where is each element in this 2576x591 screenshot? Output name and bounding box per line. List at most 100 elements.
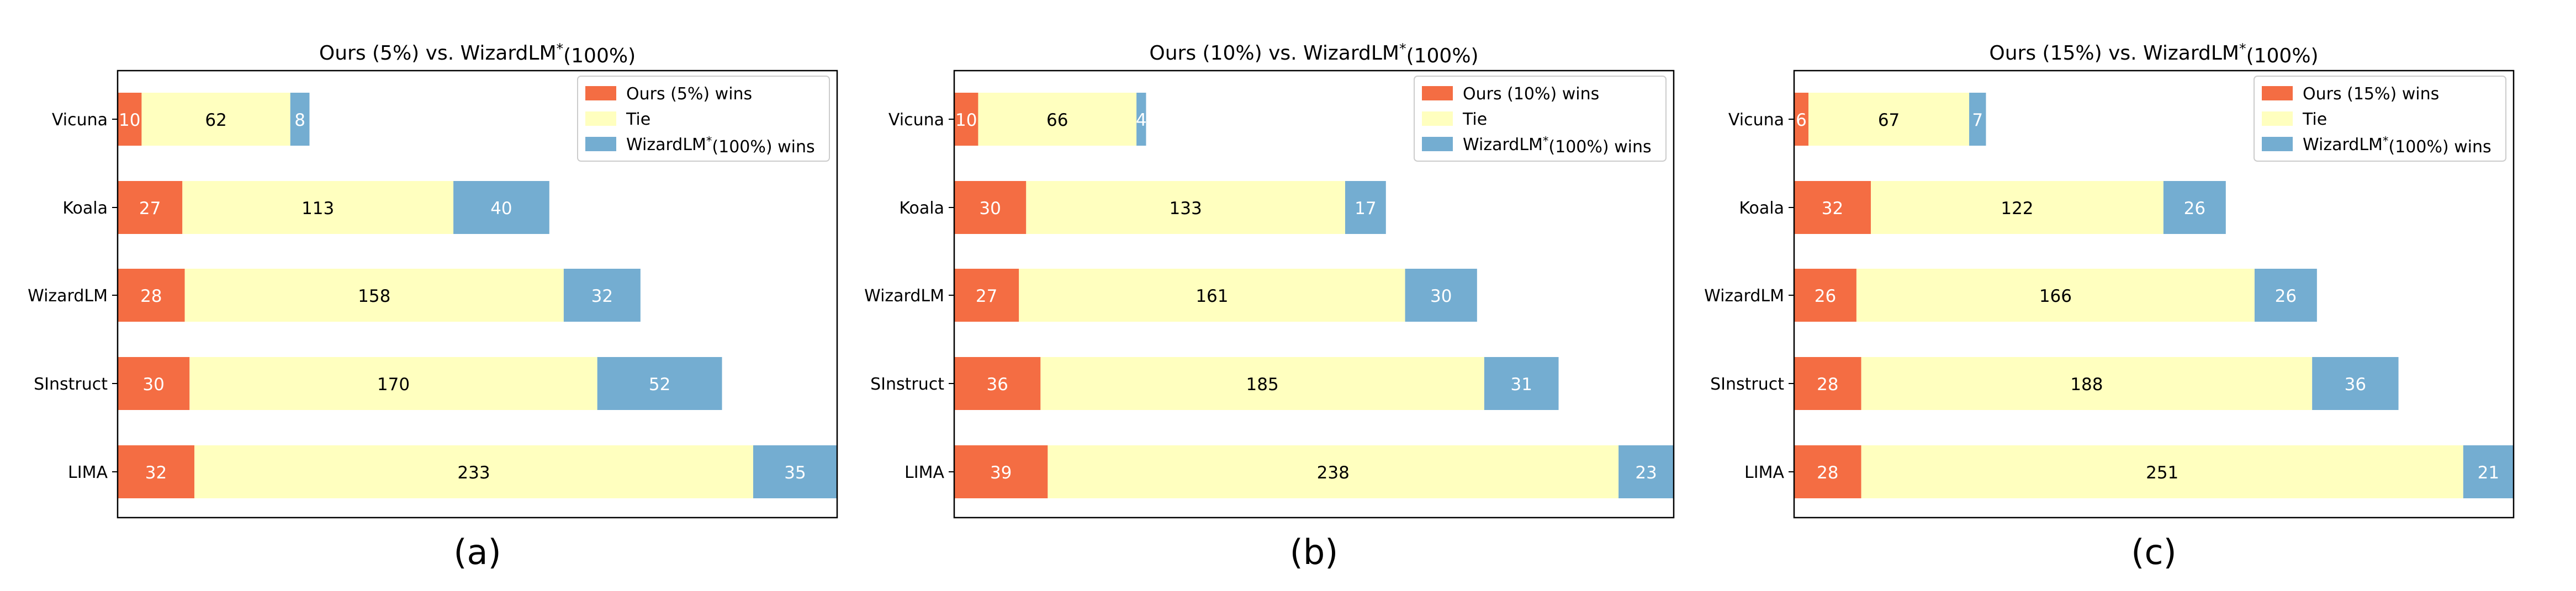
panel-2-legend-box — [1414, 76, 1667, 162]
panel-1-bar-wizardlm-series-1 — [118, 269, 185, 322]
panel-3-legend-label-3: WizardLM*(100%) wins — [2303, 135, 2492, 157]
panel-2-ytick-label-koala: Koala — [899, 199, 944, 218]
panel-1-data-label-wizardlm-series-2: 158 — [358, 286, 390, 306]
panel-1-ytick-label-wizardlm: WizardLM — [28, 286, 108, 306]
panel-2-ytick-label-wizardlm: WizardLM — [864, 286, 944, 306]
panel-3-bar-sinstruct-series-1 — [1794, 357, 1861, 410]
panel-3-data-label-sinstruct-series-3: 36 — [2345, 375, 2366, 395]
panel-3-data-label-vicuna-series-1: 6 — [1796, 110, 1807, 130]
panel-3-legend-swatch-2 — [2262, 111, 2293, 126]
panel-3-data-label-wizardlm-series-1: 26 — [1815, 286, 1836, 306]
panel-3-bar-wizardlm-series-2 — [1856, 269, 2255, 322]
panel-2-bar-koala-series-3 — [1345, 181, 1386, 234]
panel-2-data-label-koala-series-3: 17 — [1355, 199, 1376, 219]
panel-3-ytick-label-koala: Koala — [1739, 199, 1784, 218]
panel-2-data-label-vicuna-series-2: 66 — [1046, 110, 1068, 130]
panel-2-axes-frame — [953, 70, 1675, 519]
panel-3-bar-vicuna-series-3 — [1969, 93, 1986, 146]
panel-1-bar-sinstruct-series-2 — [189, 357, 597, 410]
panel-3-bar-lima-series-1 — [1794, 445, 1861, 498]
panel-2-bar-vicuna-series-2 — [978, 93, 1137, 146]
panel-3-data-label-vicuna-series-3: 7 — [1972, 110, 1983, 130]
panel-2-data-label-sinstruct-series-1: 36 — [986, 375, 1008, 395]
panel-1-data-label-koala-series-1: 27 — [139, 199, 161, 219]
panel-1-data-label-lima-series-1: 32 — [145, 463, 167, 483]
panel-2-data-label-sinstruct-series-2: 185 — [1246, 375, 1279, 395]
panel-1-bar-sinstruct-series-3 — [597, 357, 722, 410]
panel-3-bar-sinstruct-series-2 — [1861, 357, 2313, 410]
panel-1-bar-lima-series-1 — [118, 445, 194, 498]
panel-3-ytick-label-sinstruct: SInstruct — [1710, 375, 1784, 394]
panel-2-caption: (b) — [1290, 532, 1339, 572]
panel-2-legend-label-3: WizardLM*(100%) wins — [1463, 135, 1652, 157]
panel-2-data-label-vicuna-series-3: 4 — [1136, 110, 1147, 130]
panel-1-legend-label-2: Tie — [626, 110, 650, 129]
panel-3-bar-sinstruct-series-3 — [2312, 357, 2399, 410]
panel-2-legend-swatch-2 — [1422, 111, 1453, 126]
panel-2-data-label-lima-series-2: 238 — [1317, 463, 1350, 483]
panel-2-bar-sinstruct-series-3 — [1484, 357, 1559, 410]
panel-3-bar-vicuna-series-1 — [1794, 93, 1809, 146]
panel-2-bar-lima-series-1 — [954, 445, 1048, 498]
panel-1-bar-sinstruct-series-1 — [118, 357, 190, 410]
panel-3-bar-koala-series-2 — [1870, 181, 2164, 234]
panel-1-ytick-label-sinstruct: SInstruct — [34, 375, 108, 394]
panel-1-data-label-sinstruct-series-3: 52 — [649, 375, 670, 395]
panel-2-bar-vicuna-series-1 — [954, 93, 978, 146]
panel-3-bar-wizardlm-series-1 — [1794, 269, 1856, 322]
panel-3-bar-wizardlm-series-3 — [2254, 269, 2317, 322]
panel-2-bar-wizardlm-series-3 — [1405, 269, 1477, 322]
panel-2-bar-wizardlm-series-2 — [1019, 269, 1405, 322]
panel-1-data-label-vicuna-series-3: 8 — [294, 110, 305, 130]
panel-1-bar-lima-series-3 — [753, 445, 837, 498]
panel-3-bar-koala-series-1 — [1794, 181, 1871, 234]
panel-1-bar-wizardlm-series-2 — [184, 269, 564, 322]
panel-3-data-label-lima-series-3: 21 — [2478, 463, 2499, 483]
panel-1-bar-wizardlm-series-3 — [563, 269, 641, 322]
panel-1-data-label-vicuna-series-1: 10 — [119, 110, 140, 130]
panel-3-bar-lima-series-2 — [1861, 445, 2463, 498]
panel-2-ytick-label-lima: LIMA — [904, 463, 944, 482]
panel-1-legend-swatch-2 — [585, 111, 616, 126]
panel-2-data-label-sinstruct-series-3: 31 — [1510, 375, 1532, 395]
panel-1-bar-lima-series-2 — [194, 445, 753, 498]
panel-3-legend-label-1: Ours (15%) wins — [2303, 84, 2439, 104]
panel-2-legend-label-1: Ours (10%) wins — [1463, 84, 1599, 104]
panel-2-data-label-lima-series-1: 39 — [990, 463, 1012, 483]
panel-2-legend-swatch-1 — [1422, 86, 1453, 100]
panel-3-legend-swatch-1 — [2262, 86, 2293, 100]
panel-1-legend-label-1: Ours (5%) wins — [626, 84, 752, 104]
panel-2-bar-wizardlm-series-1 — [954, 269, 1019, 322]
panel-3-ytick-label-wizardlm: WizardLM — [1704, 286, 1784, 306]
panel-1-axes-frame — [117, 70, 838, 519]
panel-3-ytick-label-vicuna: Vicuna — [1728, 110, 1784, 130]
panel-1-title: Ours (5%) vs. WizardLM*(100%) — [319, 41, 636, 67]
panel-3-data-label-wizardlm-series-3: 26 — [2275, 286, 2297, 306]
panel-1-data-label-lima-series-3: 35 — [784, 463, 806, 483]
panel-2-bar-koala-series-1 — [954, 181, 1027, 234]
panel-3-title: Ours (15%) vs. WizardLM*(100%) — [1989, 41, 2318, 67]
panel-2-data-label-koala-series-1: 30 — [979, 199, 1001, 219]
panel-3-bar-lima-series-3 — [2463, 445, 2514, 498]
panel-2-legend-swatch-3 — [1422, 137, 1453, 151]
panel-3-bar-vicuna-series-2 — [1808, 93, 1970, 146]
panel-2-bar-vicuna-series-3 — [1136, 93, 1146, 146]
panel-2-data-label-wizardlm-series-1: 27 — [976, 286, 997, 306]
panel-1-data-label-sinstruct-series-1: 30 — [142, 375, 164, 395]
panel-3-axes-frame — [1793, 70, 2515, 519]
panel-3-data-label-koala-series-1: 32 — [1822, 199, 1843, 219]
panel-3-bar-koala-series-3 — [2163, 181, 2226, 234]
panel-3-data-label-lima-series-1: 28 — [1817, 463, 1838, 483]
panel-2-ytick-label-vicuna: Vicuna — [888, 110, 944, 130]
panel-1-legend-swatch-3 — [585, 137, 616, 151]
panel-1-bar-vicuna-series-1 — [118, 93, 142, 146]
panel-1-bar-koala-series-1 — [118, 181, 183, 234]
panel-2-bar-sinstruct-series-1 — [954, 357, 1041, 410]
panel-1-data-label-wizardlm-series-1: 28 — [140, 286, 162, 306]
panel-3-data-label-koala-series-2: 122 — [2001, 199, 2033, 219]
panel-2-bar-sinstruct-series-2 — [1040, 357, 1484, 410]
panel-3-caption: (c) — [2131, 532, 2176, 572]
panel-2-legend-label-2: Tie — [1462, 110, 1487, 129]
panel-1-data-label-sinstruct-series-2: 170 — [377, 375, 410, 395]
